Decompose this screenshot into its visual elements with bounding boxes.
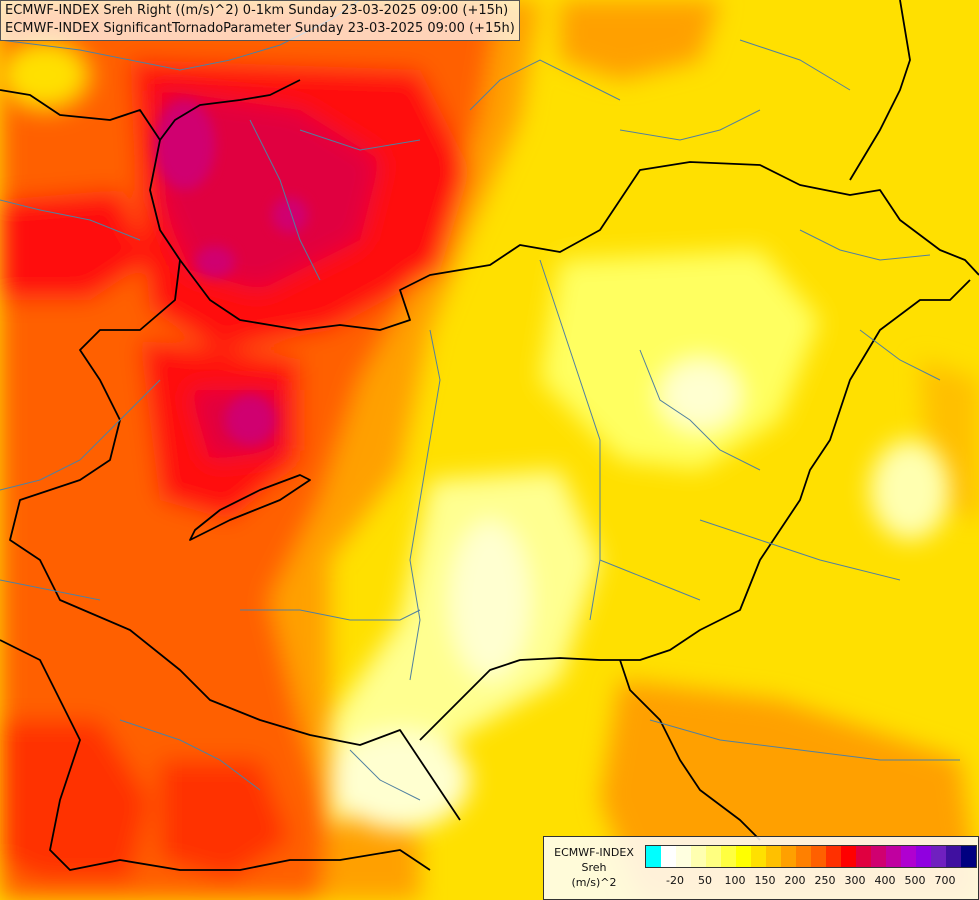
legend-swatch (676, 846, 691, 867)
legend-swatch (751, 846, 766, 867)
legend-swatch (826, 846, 841, 867)
border-northeast (849, 0, 911, 181)
legend-tick-label: 250 (814, 874, 836, 887)
legend-swatch (931, 846, 946, 867)
legend-tick-label: 50 (698, 874, 712, 887)
legend-swatch (721, 846, 736, 867)
legend-swatch (841, 846, 856, 867)
legend-unit: (m/s)^2 (571, 876, 617, 889)
legend-swatch (766, 846, 781, 867)
border-west (159, 79, 301, 141)
legend-tick-label: 500 (904, 874, 926, 887)
border-hungary-south (419, 279, 971, 741)
legend-swatch (736, 846, 751, 867)
border-lake (189, 474, 311, 541)
legend-model: ECMWF-INDEX (554, 846, 634, 859)
legend-swatch (706, 846, 721, 867)
legend-swatch (646, 846, 661, 867)
border-north (0, 89, 979, 331)
legend-swatches (645, 845, 977, 868)
border-hungary-west (9, 259, 461, 821)
legend-swatch (961, 846, 976, 867)
legend-tick-label: 700 (934, 874, 956, 887)
country-borders (0, 0, 979, 871)
color-legend: ECMWF-INDEX Sreh (m/s)^2 -20 50 100 150 200 2… (543, 836, 979, 900)
legend-swatch (916, 846, 931, 867)
legend-swatch (901, 846, 916, 867)
legend-swatch (856, 846, 871, 867)
legend-ticks: -20 50 100 150 200 250 300 400 500 700 (645, 874, 971, 888)
legend-tick-label: 100 (724, 874, 746, 887)
legend-swatch (946, 846, 961, 867)
legend-swatch (661, 846, 676, 867)
legend-swatch (871, 846, 886, 867)
title-line-sreh: ECMWF-INDEX Sreh Right ((m/s)^2) 0-1km S… (5, 3, 509, 18)
legend-swatch (811, 846, 826, 867)
legend-swatch (691, 846, 706, 867)
legend-variable: Sreh (581, 861, 607, 874)
title-line-stp: ECMWF-INDEX SignificantTornadoParameter … (5, 21, 515, 36)
legend-swatch (781, 846, 796, 867)
legend-swatch (796, 846, 811, 867)
legend-tick-label: 200 (784, 874, 806, 887)
border-southwest (0, 639, 431, 871)
legend-text: ECMWF-INDEX Sreh (m/s)^2 (548, 845, 640, 890)
legend-tick-label: 400 (874, 874, 896, 887)
legend-tick-label: 150 (754, 874, 776, 887)
border-southeast (619, 659, 761, 841)
map-title-box: ECMWF-INDEX Sreh Right ((m/s)^2) 0-1km S… (0, 0, 520, 41)
legend-swatch (886, 846, 901, 867)
legend-tick-label: 300 (844, 874, 866, 887)
legend-tick-label: -20 (666, 874, 684, 887)
